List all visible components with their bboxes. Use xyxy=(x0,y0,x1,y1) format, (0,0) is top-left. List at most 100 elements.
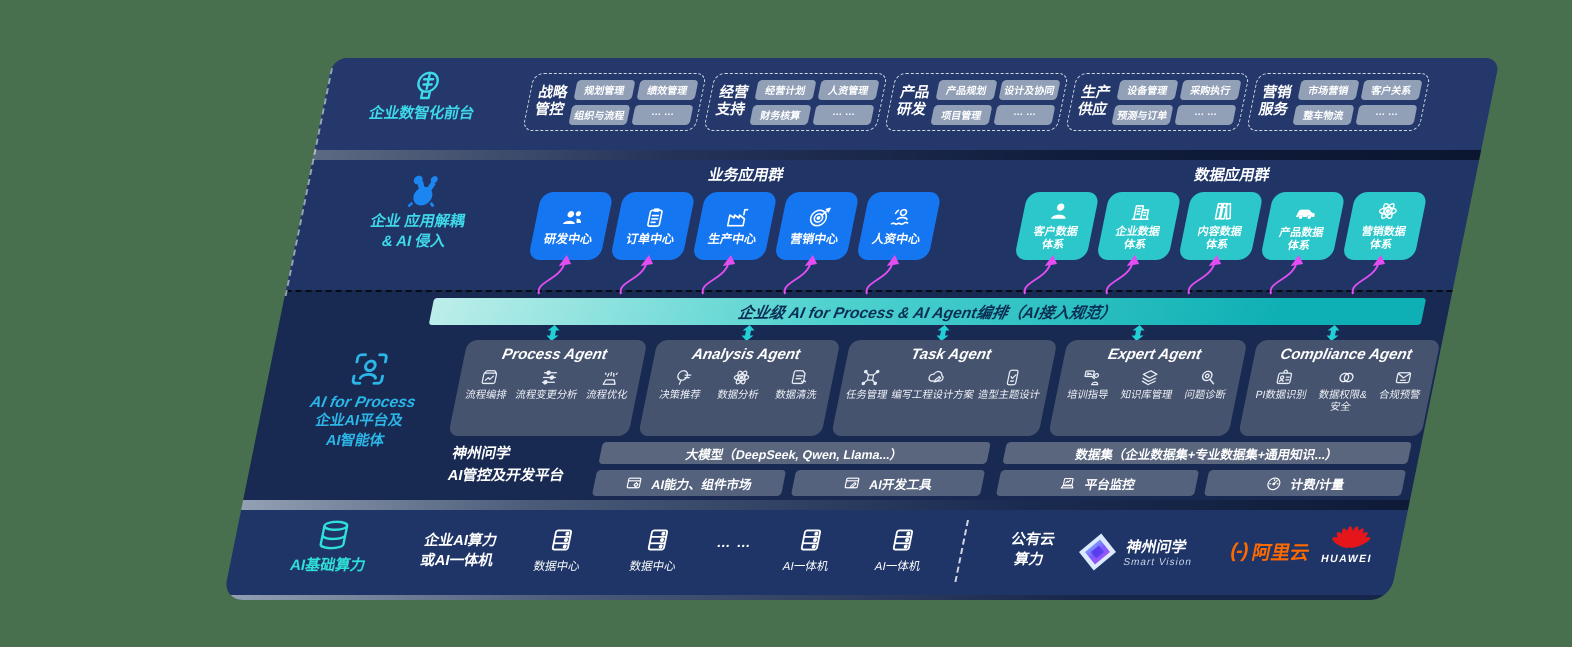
architecture-diagram: 企业数智化前台 战略管控 规划管理 绩效管理 组织与流程 … … 经营支持 经营… xyxy=(222,58,1500,600)
module-pill: … … xyxy=(1174,104,1237,125)
double-arrow-icon xyxy=(1326,325,1340,341)
agent-card-analysis: Analysis Agent 决策推荐 数据分析 数据清洗 xyxy=(638,340,841,436)
smartvision-logo: 神州问学 Smart Vision xyxy=(1073,532,1198,572)
smartvision-diamond-icon xyxy=(1073,532,1121,572)
training-icon xyxy=(1080,368,1103,387)
target-icon xyxy=(805,206,833,229)
group-title: 生产供应 xyxy=(1076,85,1112,118)
layer-edge xyxy=(241,500,1411,510)
diagnosis-icon xyxy=(1197,368,1220,387)
rings-icon xyxy=(1335,368,1358,387)
ellipsis: … … xyxy=(715,534,754,550)
business-group-title: 业务应用群 xyxy=(706,167,786,184)
team-icon xyxy=(559,206,587,229)
alert-mail-icon xyxy=(1392,368,1415,387)
app-box-marketing-center: 营销中心 xyxy=(773,192,860,260)
model-column: 大模型（DeepSeek, Qwen, Llama...） AI能力、组件市场 … xyxy=(591,442,991,496)
ai-process-label: AI for Process 企业AI平台及 AI智能体 xyxy=(275,350,452,451)
workflow-chart-icon xyxy=(478,368,501,387)
ai-appliance-node: AI一体机 xyxy=(861,526,941,574)
data-group-title: 数据应用群 xyxy=(1192,167,1272,184)
app-box-production-center: 生产中心 xyxy=(691,192,778,260)
agent-cards: Process Agent 流程编排 流程变更分析 流程优化 Analysis … xyxy=(448,340,1441,436)
agent-card-expert: Expert Agent 培训指导 知识库管理 问题诊断 xyxy=(1048,340,1248,436)
module-pill: 产品规划 xyxy=(935,79,998,100)
window-pen-icon xyxy=(842,475,862,492)
app-box-order-center: 订单中心 xyxy=(609,192,696,260)
task-grid-icon xyxy=(859,368,882,387)
server-icon xyxy=(887,526,919,554)
double-arrow-icon xyxy=(1131,325,1145,341)
module-pill: … … xyxy=(812,104,875,125)
app-layer: 企业 应用解耦 & AI 侵入 业务应用群 研发中心 订单中心 生产中心 xyxy=(285,160,1480,290)
banner-text: 企业级 AI for Process & AI Agent编排（AI接入规范） xyxy=(736,304,1118,322)
analysis-atom-icon xyxy=(730,368,753,387)
module-pill: 经营计划 xyxy=(754,79,817,100)
agent-title: Process Agent xyxy=(500,346,609,363)
double-arrow-icon xyxy=(936,325,950,341)
data-box-content: 内容数据体系 xyxy=(1177,192,1264,260)
dataset-column: 数据集（企业数据集+专业数据集+通用知识...） 平台监控 计费/计量 xyxy=(995,442,1412,496)
order-clipboard-icon xyxy=(641,206,669,229)
datacenter-node: 数据中心 xyxy=(616,526,696,574)
module-pill: 人资管理 xyxy=(817,79,880,100)
layer-edge xyxy=(312,150,1482,160)
platform-section: 神州问学 AI管控及开发平台 大模型（DeepSeek, Qwen, Llama… xyxy=(444,442,1412,496)
group-title: 经营支持 xyxy=(714,85,750,118)
id-card-icon xyxy=(1273,368,1296,387)
factory-icon xyxy=(723,206,751,229)
hr-people-icon xyxy=(887,206,915,229)
group-title: 产品研发 xyxy=(895,85,931,118)
agent-card-task: Task Agent 任务管理 编写工程设计方案 造型主题设计 xyxy=(831,340,1058,436)
business-app-group: 业务应用群 研发中心 订单中心 生产中心 营销中心 xyxy=(527,164,950,260)
scan-person-icon xyxy=(347,350,393,388)
ai-process-layer: 企业级 AI for Process & AI Agent编排（AI接入规范） … xyxy=(243,290,1453,500)
layer-title-en: AI for Process xyxy=(308,394,418,411)
layer-title: 企业数智化前台 xyxy=(367,105,476,122)
module-pill: … … xyxy=(993,104,1056,125)
agent-title: Compliance Agent xyxy=(1278,346,1414,363)
knowledge-layers-icon xyxy=(1139,368,1162,387)
app-layer-label: 企业 应用解耦 & AI 侵入 xyxy=(323,172,515,253)
datacenter-node: 数据中心 xyxy=(520,526,600,574)
ai-orchestration-banner: 企业级 AI for Process & AI Agent编排（AI接入规范） xyxy=(428,298,1427,325)
layer-title-line3: AI智能体 xyxy=(324,432,386,449)
module-pill: 整车物流 xyxy=(1292,104,1355,125)
customer-person-icon xyxy=(1047,200,1073,222)
server-icon xyxy=(795,526,827,554)
data-box-enterprise: 企业数据体系 xyxy=(1095,192,1182,260)
group-operation: 经营支持 经营计划 人资管理 财务核算 … … xyxy=(703,73,888,131)
app-box-rd-center: 研发中心 xyxy=(527,192,614,260)
ai-devtools-box: AI开发工具 xyxy=(790,470,986,496)
infra-layer: AI基础算力 企业AI算力 或AI一体机 数据中心 数据中心 … … AI一体机… xyxy=(222,510,1409,600)
dataset-bar: 数据集（企业数据集+专业数据集+通用知识...） xyxy=(1002,442,1412,464)
cloud-design-icon xyxy=(925,368,948,387)
data-app-group: 数据应用群 客户数据体系 企业数据体系 内容数据体系 产品数据体系 xyxy=(1013,164,1436,260)
infra-label: AI基础算力 xyxy=(263,518,401,575)
ai-head-icon xyxy=(406,68,449,104)
module-pill: 规划管理 xyxy=(573,79,636,100)
front-office-layer: 企业数智化前台 战略管控 规划管理 绩效管理 组织与流程 … … 经营支持 经营… xyxy=(314,58,1500,150)
module-pill: 客户关系 xyxy=(1360,79,1423,100)
agent-card-process: Process Agent 流程编排 流程变更分析 流程优化 xyxy=(448,340,648,436)
module-pill: 市场营销 xyxy=(1297,79,1360,100)
group-production: 生产供应 设备管理 采购执行 预测与订单 … … xyxy=(1065,73,1250,131)
data-clean-doc-icon xyxy=(788,368,811,387)
ai-component-market-box: AI能力、组件市场 xyxy=(591,470,787,496)
module-pill: 设计及协同 xyxy=(998,79,1061,100)
agent-card-compliance: Compliance Agent PI数据识别 数据权限&安全 合规预警 xyxy=(1238,340,1441,436)
module-pill: 采购执行 xyxy=(1179,79,1242,100)
marketing-atom-icon xyxy=(1375,200,1401,222)
molecule-icon xyxy=(400,172,448,212)
dashed-divider xyxy=(954,520,970,582)
alibaba-cloud-logo: (-) 阿里云 xyxy=(1228,540,1312,564)
agent-title: Analysis Agent xyxy=(690,346,802,363)
data-box-product: 产品数据体系 xyxy=(1259,192,1346,260)
front-office-label: 企业数智化前台 xyxy=(314,58,533,150)
module-pill: 预测与订单 xyxy=(1111,104,1174,125)
group-product: 产品研发 产品规划 设计及协同 项目管理 … … xyxy=(884,73,1069,131)
platform-label: 神州问学 AI管控及开发平台 xyxy=(446,446,566,484)
group-title: 战略管控 xyxy=(533,85,569,118)
group-marketing: 营销服务 市场营销 客户关系 整车物流 … … xyxy=(1246,73,1431,131)
front-office-groups: 战略管控 规划管理 绩效管理 组织与流程 … … 经营支持 经营计划 人资管理 … xyxy=(514,58,1440,150)
